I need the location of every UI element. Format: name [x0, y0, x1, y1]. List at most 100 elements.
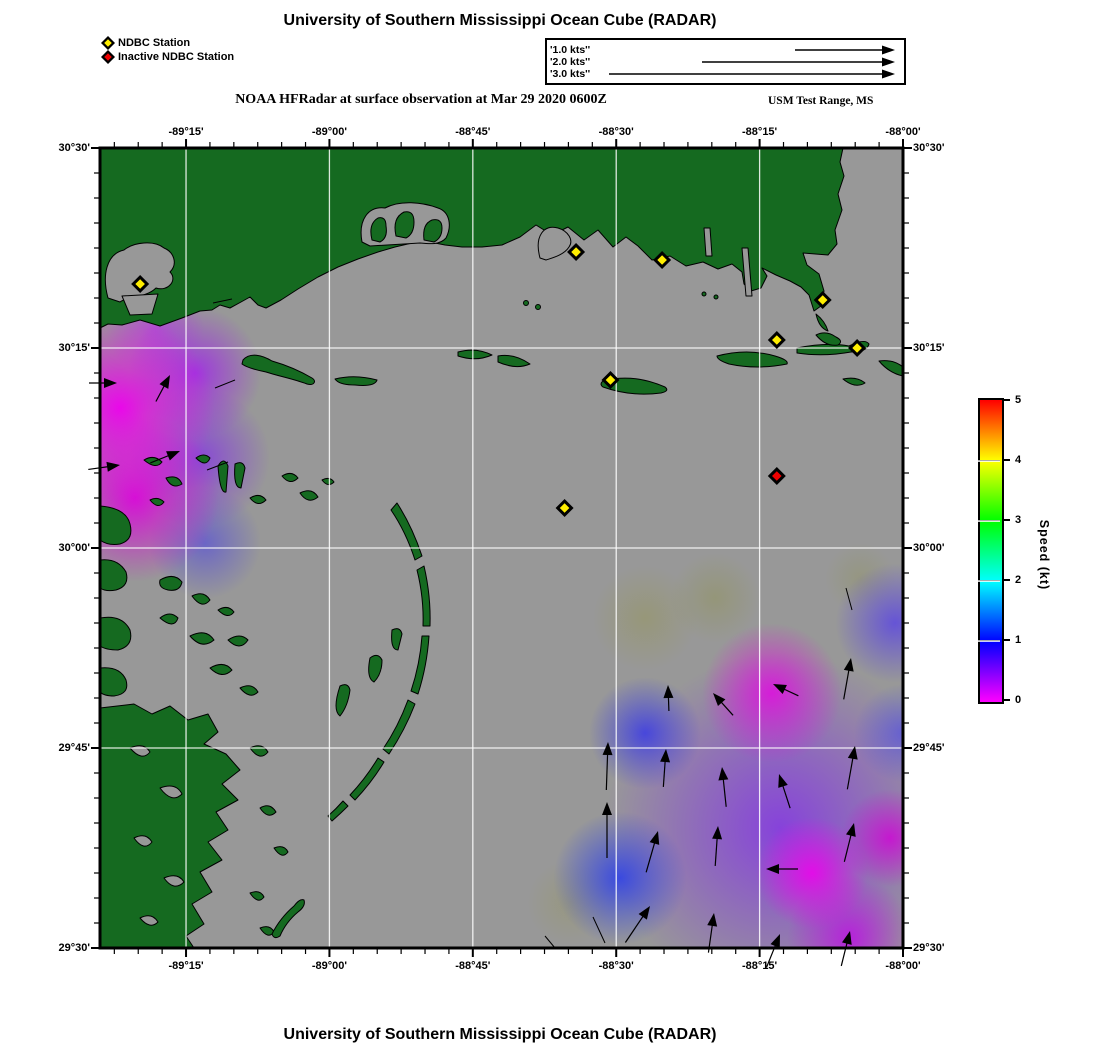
inactive-ndbc-station-icon: [101, 50, 115, 64]
colorbar-tick-label: 2: [1015, 574, 1022, 586]
y-tick-label-right: 30°00': [913, 542, 945, 554]
ndbc-station-marker[interactable]: [848, 339, 867, 357]
pearl-island-2: [394, 211, 415, 239]
colorbar-tick: [1004, 699, 1010, 701]
fort-morgan-strip: [878, 360, 904, 377]
islet-dot: [713, 294, 719, 300]
scale-row: '1.0 kts'': [547, 44, 904, 56]
map-area[interactable]: [88, 139, 912, 968]
colorbar-tick: [1004, 459, 1010, 461]
colorbar-gradient: [978, 398, 1004, 704]
isle-small-west: [334, 376, 378, 386]
stations-layer: [131, 243, 867, 517]
delta-marsh: [99, 454, 335, 949]
x-tick-label-top: -88°00': [885, 126, 921, 138]
ndbc-station-marker[interactable]: [131, 275, 150, 293]
legend-active-label: NDBC Station: [118, 37, 191, 49]
isle-below-dauphin: [842, 377, 866, 386]
horn-island: [600, 377, 668, 395]
map-overlay-svg: [88, 139, 912, 968]
ndbc-station-marker[interactable]: [555, 499, 574, 517]
colorbar-tick: [1004, 579, 1010, 581]
x-tick-label-bottom: -89°00': [311, 960, 347, 972]
x-tick-label-bottom: -88°45': [455, 960, 491, 972]
pascagoula-channel-2: [741, 247, 753, 297]
pascagoula-channel-1: [703, 227, 713, 257]
ndbc-station-marker[interactable]: [601, 371, 620, 389]
biloxi-back-bay: [537, 226, 572, 261]
y-tick-label-right: 29°45': [913, 742, 945, 754]
x-tick-label-top: -88°30': [598, 126, 634, 138]
scale-row: '2.0 kts'': [547, 56, 904, 68]
axis-ticks-layer: [91, 139, 912, 957]
colorbar-gridline: [978, 520, 1000, 522]
scale-row-label: '2.0 kts'': [550, 56, 591, 68]
y-tick-label-right: 29°30': [913, 942, 945, 954]
station-legend: NDBC Station Inactive NDBC Station: [100, 36, 234, 64]
colorbar-tick-label: 1: [1015, 634, 1022, 646]
range-label: USM Test Range, MS: [768, 95, 874, 107]
footer-title: University of Southern Mississippi Ocean…: [283, 1026, 717, 1043]
x-tick-label-top: -88°15': [742, 126, 778, 138]
graticule-layer: [100, 148, 903, 948]
detached-island: [271, 899, 305, 939]
ship-island-e: [497, 354, 531, 368]
ndbc-station-marker[interactable]: [813, 291, 832, 309]
y-tick-label-left: 30°00': [58, 542, 91, 554]
colorbar-gridline: [978, 640, 1000, 642]
y-tick-label-right: 30°15': [913, 342, 945, 354]
colorbar-tick-label: 4: [1015, 454, 1022, 466]
ndbc-station-marker[interactable]: [567, 243, 586, 261]
land-mainland: [99, 147, 845, 329]
colorbar-gridline: [978, 460, 1000, 462]
ndbc-station-marker[interactable]: [653, 251, 672, 269]
map-frame: [98, 146, 905, 950]
cat-island: [241, 354, 315, 385]
x-tick-label-top: -89°00': [311, 126, 347, 138]
colorbar-gridline: [978, 580, 1000, 582]
dauphin-spur: [815, 332, 842, 346]
chandeleur-islands: [271, 502, 431, 939]
land-layer: [99, 147, 904, 949]
bay-st-louis: [104, 242, 175, 303]
page-title: University of Southern Mississippi Ocean…: [283, 12, 717, 29]
y-tick-label-left: 29°30': [58, 942, 91, 954]
speed-colorbar: Speed (kt) 0 1 2 3 4 5: [975, 394, 1085, 715]
pearl-island-3: [423, 219, 443, 243]
colorbar-tick-label: 3: [1015, 514, 1022, 526]
petit-bois-island: [716, 351, 788, 368]
current-vectors-layer: [88, 298, 858, 968]
islet-dot: [523, 300, 529, 306]
y-tick-label-left: 30°30': [58, 142, 91, 154]
ndbc-station-marker[interactable]: [767, 331, 786, 349]
legend-inactive-station: Inactive NDBC Station: [100, 50, 234, 64]
scale-arrow-icon: [609, 69, 895, 79]
colorbar-tick: [1004, 399, 1010, 401]
colorbar-tick-label: 5: [1015, 394, 1022, 406]
islet-dot: [535, 304, 541, 310]
ship-island-w: [457, 349, 493, 360]
observation-subtitle: NOAA HFRadar at surface observation at M…: [235, 92, 607, 107]
colorbar-tick: [1004, 639, 1010, 641]
islet-dot: [701, 291, 707, 297]
mobile-spit: [815, 313, 829, 332]
y-tick-label-right: 30°30': [913, 142, 945, 154]
x-tick-label-top: -88°45': [455, 126, 491, 138]
scale-arrow-icon: [795, 45, 895, 55]
legend-active-station: NDBC Station: [100, 36, 234, 50]
x-tick-label-top: -89°15': [168, 126, 204, 138]
y-tick-label-left: 30°15': [58, 342, 91, 354]
scale-arrow-icon: [702, 57, 895, 67]
ndbc-station-icon: [101, 36, 115, 50]
x-tick-label-bottom: -88°00': [885, 960, 921, 972]
scale-row-label: '1.0 kts'': [550, 44, 591, 56]
colorbar-tick-label: 0: [1015, 694, 1022, 706]
pearl-island-1: [370, 217, 387, 243]
speed-scale-box: '1.0 kts'' '2.0 kts'' '3.0 kts'': [545, 38, 906, 85]
x-tick-label-bottom: -89°15': [168, 960, 204, 972]
scale-row-label: '3.0 kts'': [550, 68, 591, 80]
scale-row: '3.0 kts'': [547, 68, 904, 80]
x-tick-label-bottom: -88°15': [742, 960, 778, 972]
inactive-ndbc-station-marker[interactable]: [767, 467, 786, 485]
